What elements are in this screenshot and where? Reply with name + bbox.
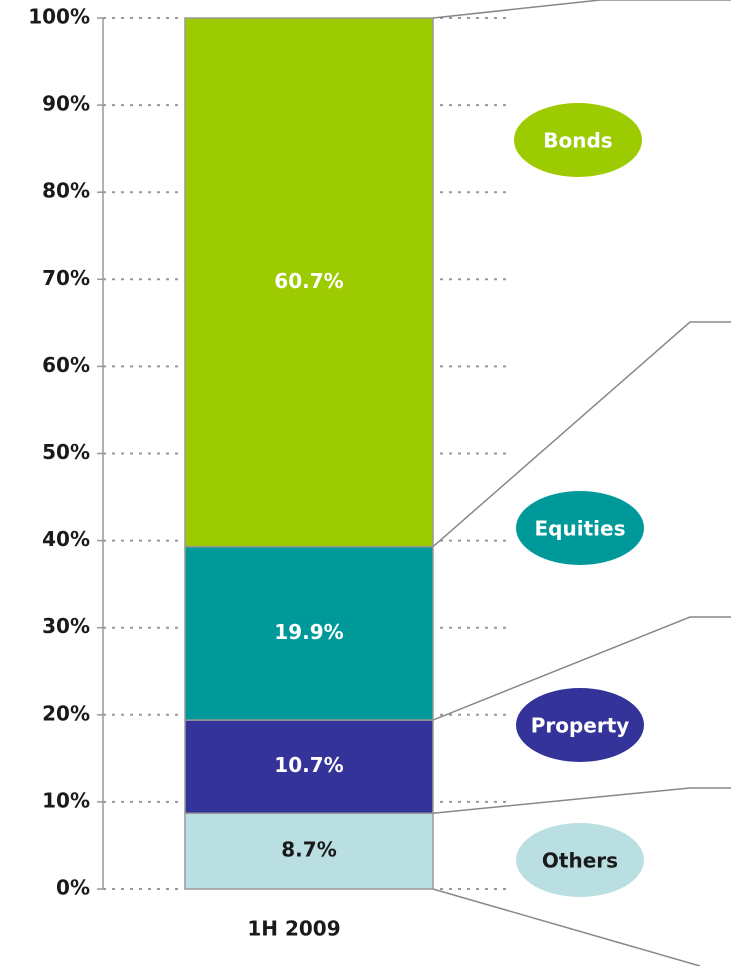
- y-tick-label: 60%: [42, 353, 90, 377]
- connector: [432, 0, 731, 19]
- y-tick-label: 90%: [42, 92, 90, 116]
- connector: [432, 616, 731, 721]
- bar-segment: [184, 719, 434, 814]
- y-tick-label: 40%: [42, 527, 90, 551]
- data-label: 10.7%: [274, 753, 343, 777]
- y-tick-label: 30%: [42, 614, 90, 638]
- y-tick-label: 100%: [28, 5, 90, 29]
- bar-segment: [184, 812, 434, 890]
- legend-label: Property: [531, 714, 630, 738]
- legend-oval: [516, 688, 644, 762]
- legend-label: Others: [542, 849, 618, 873]
- data-label: 60.7%: [274, 269, 343, 293]
- x-tick-label: 1H 2009: [247, 917, 340, 941]
- connector: [432, 888, 701, 966]
- bar-segment: [184, 17, 434, 548]
- legend-oval: [516, 823, 644, 897]
- y-tick-label: 20%: [42, 701, 90, 725]
- bar-segment: [184, 545, 434, 721]
- data-label: 19.9%: [274, 620, 343, 644]
- y-tick-label: 0%: [56, 876, 90, 900]
- y-tick-label: 10%: [42, 788, 90, 812]
- connector: [432, 787, 731, 814]
- legend-label: Equities: [535, 517, 626, 541]
- y-tick-label: 80%: [42, 179, 90, 203]
- legend-oval: [514, 103, 642, 177]
- legend-oval: [516, 491, 644, 565]
- data-label: 8.7%: [281, 838, 336, 862]
- connector: [432, 321, 731, 548]
- y-tick-label: 50%: [42, 440, 90, 464]
- y-tick-label: 70%: [42, 266, 90, 290]
- legend-label: Bonds: [543, 129, 612, 153]
